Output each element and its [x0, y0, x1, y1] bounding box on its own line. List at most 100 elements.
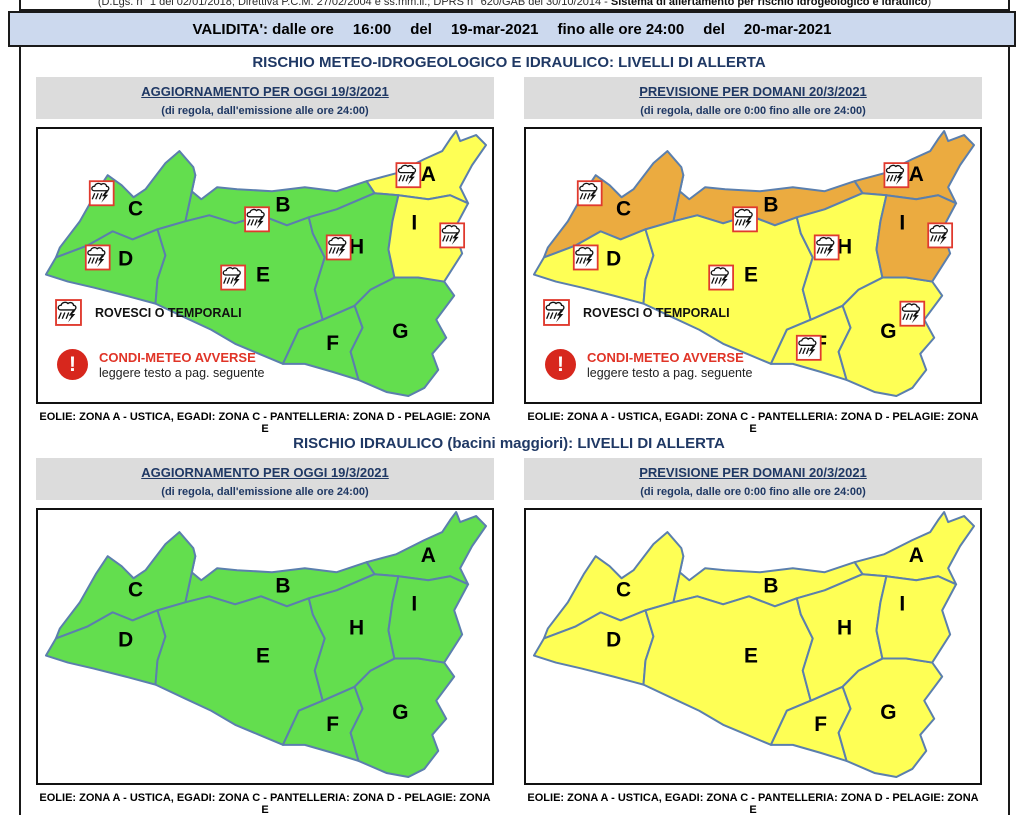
panel-meteo-tomorrow: PREVISIONE PER DOMANI 20/3/2021 (di rego… — [524, 77, 982, 435]
meteo-panel-row: AGGIORNAMENTO PER OGGI 19/3/2021 (di reg… — [36, 77, 982, 435]
zone-H-region — [795, 573, 888, 702]
storm-icon — [813, 234, 840, 261]
zone-I-label: I — [899, 592, 905, 615]
panel-header-title: AGGIORNAMENTO PER OGGI 19/3/2021 — [141, 465, 389, 480]
zone-F-label: F — [326, 713, 339, 736]
exclamation-icon: ! — [545, 349, 576, 380]
zone-G-label: G — [392, 701, 408, 724]
zone-H-label: H — [349, 235, 364, 258]
zone-H-label: H — [349, 616, 364, 639]
storm-icon — [439, 222, 466, 249]
bulletin-content: RISCHIO METEO-IDROGEOLOGICO E IDRAULICO:… — [36, 54, 982, 816]
section-title-idraulico: RISCHIO IDRAULICO (bacini maggiori): LIV… — [293, 435, 725, 452]
zone-A-label: A — [421, 163, 436, 186]
panel-header: PREVISIONE PER DOMANI 20/3/2021 (di rego… — [524, 77, 982, 119]
panel-idraulico-today: AGGIORNAMENTO PER OGGI 19/3/2021 (di reg… — [36, 458, 494, 816]
islands-zone-caption: EOLIE: ZONA A - USTICA, EGADI: ZONA C - … — [39, 792, 491, 816]
zone-C-label: C — [616, 578, 631, 601]
validity-del-1: del — [410, 20, 432, 38]
storm-icon — [84, 244, 111, 271]
zone-G-label: G — [392, 320, 408, 343]
storm-icon — [795, 334, 822, 361]
zone-E-label: E — [744, 263, 758, 286]
legend-adverse: ! CONDI-METEO AVVERSE leggere testo a pa… — [57, 349, 264, 380]
storm-icon — [543, 299, 570, 326]
zone-F-label: F — [814, 713, 827, 736]
validity-end-time: fino alle ore 24:00 — [557, 20, 685, 38]
storm-icon — [325, 234, 352, 261]
storm-icon — [220, 264, 246, 291]
legend-adverse-text: CONDI-METEO AVVERSE leggere testo a pag.… — [99, 350, 264, 380]
zone-G-label: G — [880, 320, 896, 343]
storm-icon — [55, 299, 82, 326]
storm-icon — [572, 244, 599, 271]
storm-icon — [732, 206, 758, 233]
panel-header-subtitle: (di regola, dalle ore 0:00 fino alle ore… — [640, 105, 866, 117]
zone-I-region — [387, 575, 470, 664]
zone-G-region — [837, 657, 944, 778]
zone-D-region — [44, 609, 167, 686]
panel-header-title: PREVISIONE PER DOMANI 20/3/2021 — [639, 84, 867, 99]
zone-H-region — [795, 192, 888, 321]
storm-icon — [927, 222, 954, 249]
validity-label: VALIDITA': dalle ore — [192, 20, 334, 38]
zone-G-region — [349, 276, 456, 397]
panel-header: AGGIORNAMENTO PER OGGI 19/3/2021 (di reg… — [36, 458, 494, 500]
storm-icon — [899, 300, 926, 327]
validity-end-date: 20-mar-2021 — [743, 20, 832, 38]
zone-E-label: E — [256, 644, 270, 667]
validity-start-time: 16:00 — [352, 20, 392, 38]
zone-A-label: A — [909, 163, 924, 186]
idraulico-panel-row: AGGIORNAMENTO PER OGGI 19/3/2021 (di reg… — [36, 458, 982, 816]
zone-I-label: I — [899, 211, 905, 234]
zone-D-region — [532, 609, 655, 686]
zone-H-region — [307, 192, 400, 321]
panel-meteo-today: AGGIORNAMENTO PER OGGI 19/3/2021 (di reg… — [36, 77, 494, 435]
storm-icon — [244, 206, 270, 233]
storm-icon — [708, 264, 734, 291]
storm-icon — [395, 162, 422, 189]
panel-header: PREVISIONE PER DOMANI 20/3/2021 (di rego… — [524, 458, 982, 500]
legal-reference-strip: (D.Lgs. n° 1 del 02/01/2018; Direttiva P… — [21, 0, 1008, 11]
zone-G-label: G — [880, 701, 896, 724]
map-box: A B C D E F G H I — [524, 508, 982, 785]
panel-header-title: AGGIORNAMENTO PER OGGI 19/3/2021 — [141, 84, 389, 99]
legend-adverse-text: CONDI-METEO AVVERSE leggere testo a pag.… — [587, 350, 752, 380]
storm-icon — [883, 162, 910, 189]
adverse-subtitle: leggere testo a pag. seguente — [587, 365, 753, 380]
zone-C-label: C — [616, 197, 631, 220]
storm-icon — [576, 180, 603, 207]
panel-header: AGGIORNAMENTO PER OGGI 19/3/2021 (di reg… — [36, 77, 494, 119]
zone-B-label: B — [275, 193, 290, 216]
zone-E-label: E — [256, 263, 270, 286]
islands-zone-caption: EOLIE: ZONA A - USTICA, EGADI: ZONA C - … — [39, 411, 491, 435]
validity-del-2: del — [703, 20, 725, 38]
zone-F-label: F — [326, 332, 339, 355]
panel-header-title: PREVISIONE PER DOMANI 20/3/2021 — [639, 465, 867, 480]
exclamation-icon: ! — [57, 349, 88, 380]
panel-header-subtitle: (di regola, dalle ore 0:00 fino alle ore… — [640, 486, 866, 498]
section-title-meteo: RISCHIO METEO-IDROGEOLOGICO E IDRAULICO:… — [252, 54, 766, 71]
zone-H-region — [307, 573, 400, 702]
zone-C-label: C — [128, 197, 143, 220]
islands-zone-caption: EOLIE: ZONA A - USTICA, EGADI: ZONA C - … — [527, 792, 979, 816]
legend-storm: ROVESCI O TEMPORALI — [55, 299, 242, 326]
legend-storm: ROVESCI O TEMPORALI — [543, 299, 730, 326]
legend-storm-label: ROVESCI O TEMPORALI — [583, 305, 730, 320]
zone-I-region — [875, 194, 958, 283]
map-box: A B C D E F G H I — [36, 508, 494, 785]
adverse-title: CONDI-METEO AVVERSE — [587, 349, 744, 365]
zone-I-region — [387, 194, 470, 283]
zone-B-label: B — [763, 193, 778, 216]
zone-D-label: D — [606, 247, 621, 270]
zone-G-region — [349, 657, 456, 778]
validity-start-date: 19-mar-2021 — [450, 20, 539, 38]
zone-H-label: H — [837, 235, 852, 258]
islands-zone-caption: EOLIE: ZONA A - USTICA, EGADI: ZONA C - … — [527, 411, 979, 435]
storm-icon — [88, 180, 115, 207]
